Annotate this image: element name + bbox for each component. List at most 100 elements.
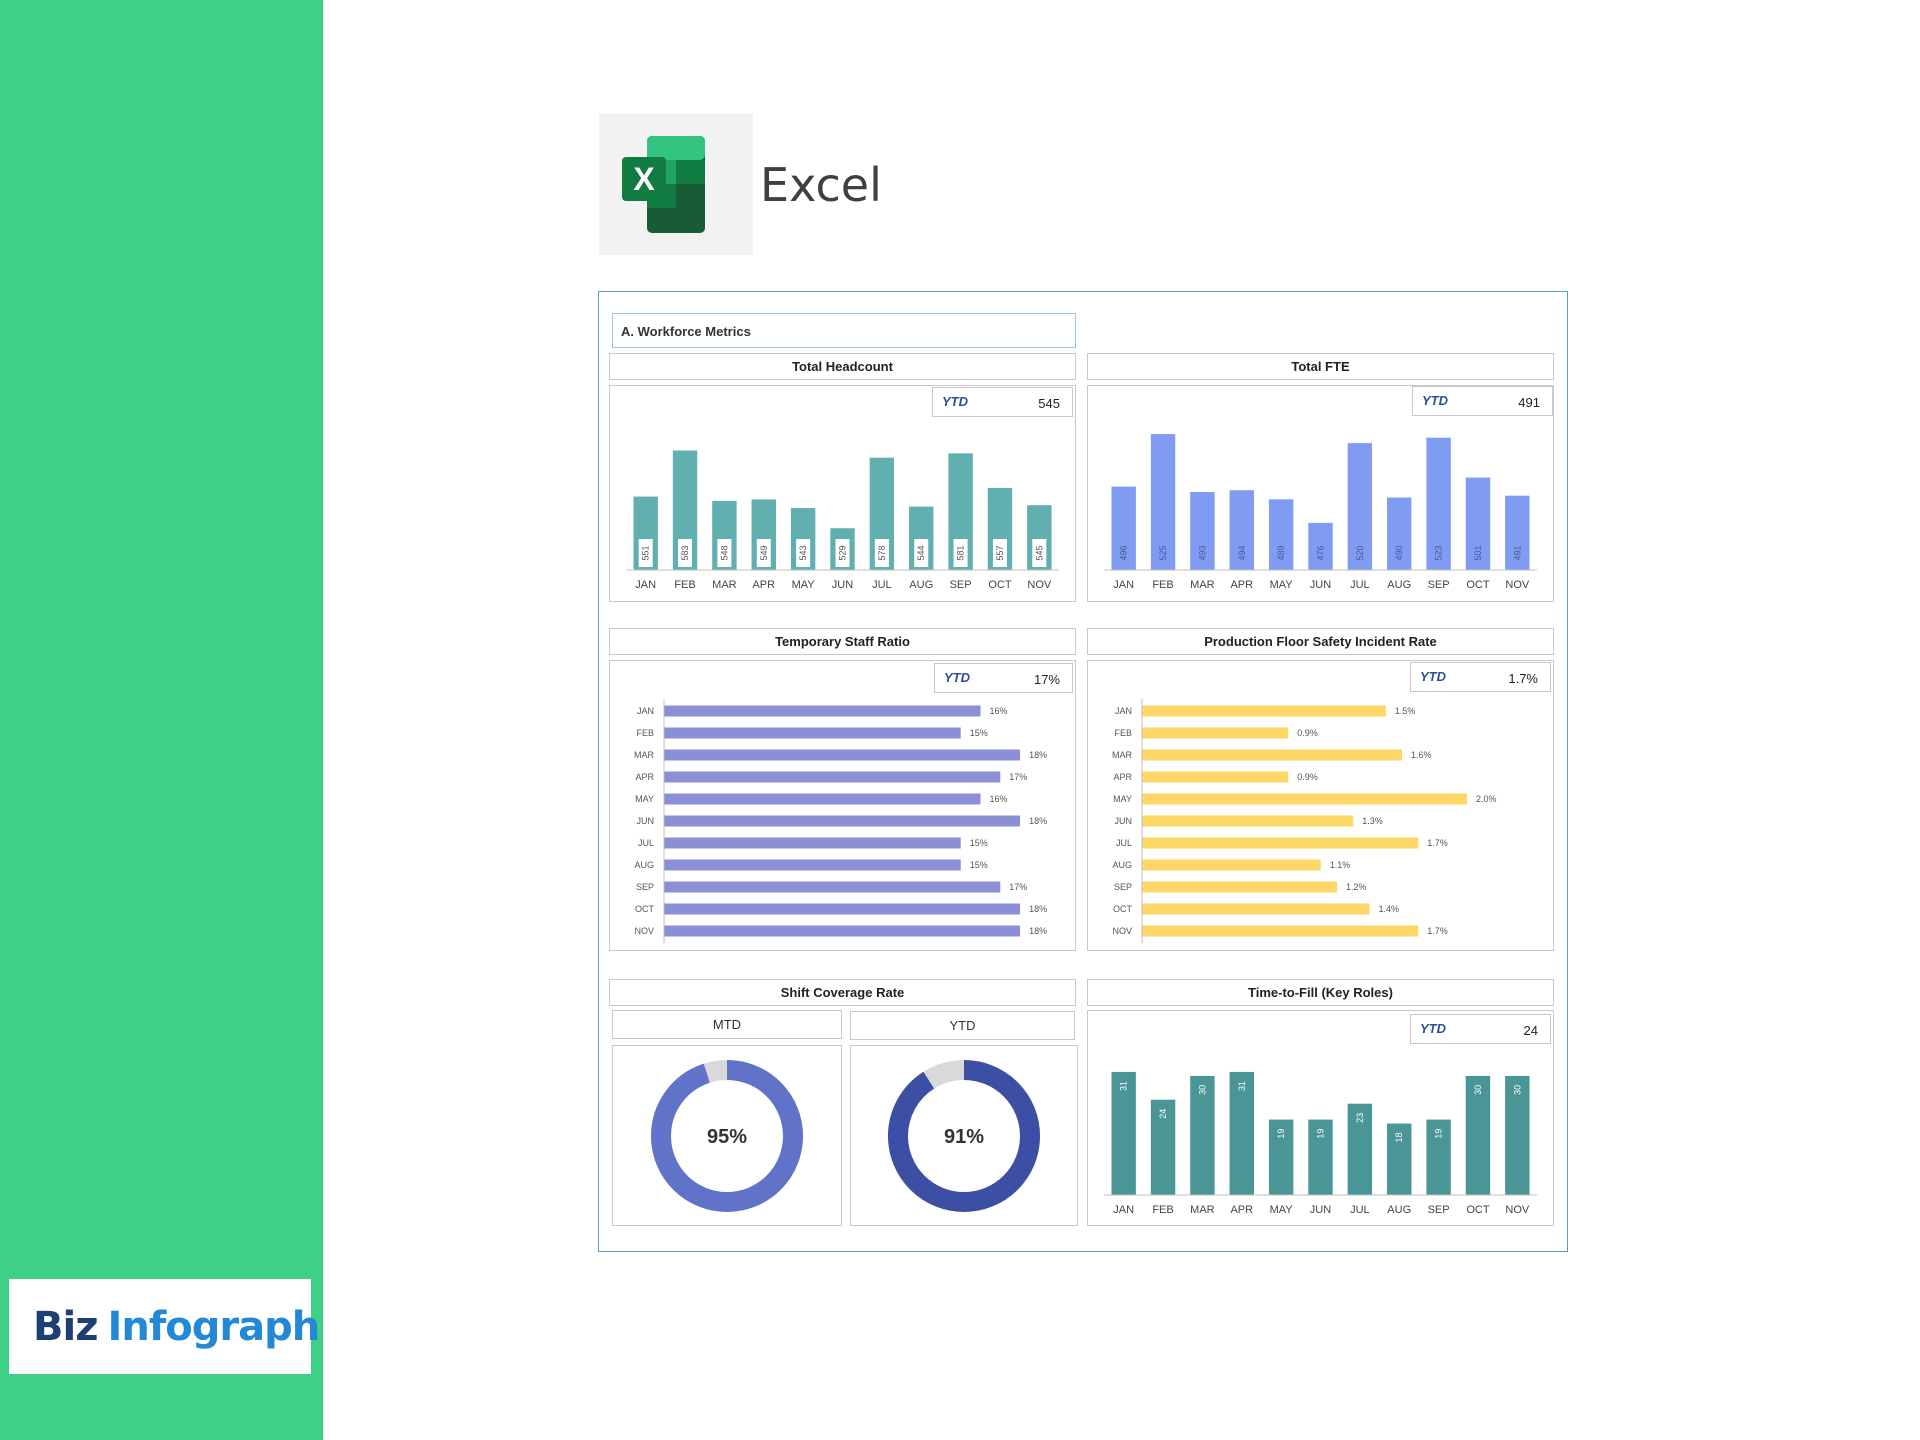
bar-jul [1347,443,1373,570]
safety-chart-box: JAN 1.5% FEB 0.9% MAR 1.6% APR 0.9% MAY 2.0% JUN 1.… [1087,660,1554,951]
y-tick-label: MAY [1113,794,1132,804]
bar-jul [1142,837,1419,849]
brand-logo: Biz Infograph [9,1279,320,1374]
data-label: 551 [641,545,651,560]
x-tick-label: NOV [1027,579,1052,591]
bar-sep [1426,1119,1451,1195]
data-label: 544 [916,545,926,560]
headcount-ytd-value: 545 [1038,396,1060,411]
data-label: 30 [1197,1085,1207,1095]
y-tick-label: JAN [637,706,654,716]
bar-jul [664,837,961,849]
data-label-bg [756,539,771,567]
x-tick-label: APR [752,579,775,591]
data-label-bg [678,539,693,567]
bar-may [664,793,981,805]
x-tick-label: MAY [1270,1204,1294,1216]
y-tick-label: JUL [638,838,654,848]
temp-ratio-ytd-value: 17% [1033,672,1060,687]
bar-apr [1229,1071,1254,1195]
x-tick-label: JAN [1113,579,1134,591]
safety-chart: JAN 1.5% FEB 0.9% MAR 1.6% APR 0.9% MAY 2.0% JUN 1.… [1112,699,1497,943]
bar-apr [664,771,1001,783]
data-label: 30 [1512,1085,1522,1095]
x-tick-label: MAR [1190,1204,1215,1216]
donut-value-arc [888,1060,1040,1212]
excel-icon: X [622,136,705,233]
x-tick-label: OCT [988,579,1012,591]
x-tick-label: NOV [1505,1204,1530,1216]
y-tick-label: MAR [634,750,655,760]
donut-center-label: 91% [944,1126,984,1148]
data-label: 494 [1237,545,1247,560]
data-label: 529 [838,545,848,560]
donut-value-arc [651,1060,803,1212]
bar-nov [664,925,1021,937]
coverage-ytd-donut: 91% [888,1060,1040,1212]
data-label: 31 [1119,1081,1129,1091]
coverage-ytd-box: 91% [850,1045,1078,1226]
x-tick-label: AUG [1387,1204,1411,1216]
data-label: 1.6% [1411,750,1432,760]
safety-ytd-value: 1.7% [1508,671,1538,686]
data-label-bg [953,539,968,567]
data-label: 23 [1355,1113,1365,1123]
data-label: 501 [1473,545,1483,560]
bar-mar [1142,749,1402,761]
x-tick-label: OCT [1466,1204,1490,1216]
x-tick-label: JUN [832,579,853,591]
ttf-chart-box: 31 JAN 24 FEB 30 MAR 31 APR 19 MAY 19 JUN 23 JUL 18 AUG… [1087,1010,1554,1226]
fte-chart: 496 JAN 525 FEB 493 MAR 494 APR 489 MAY 476 JUN 520 J… [1104,434,1537,591]
y-tick-label: SEP [636,882,654,892]
temp-ratio-chart-box: JAN 16% FEB 15% MAR 18% APR 17% MAY 16% JUN 18% JUL 1… [609,660,1076,951]
x-tick-label: MAY [1270,579,1294,591]
donut-center-label: 95% [707,1126,747,1148]
y-tick-label: MAR [1112,750,1133,760]
y-tick-label: FEB [1114,728,1132,738]
y-tick-label: JAN [1115,706,1132,716]
y-tick-label: FEB [636,728,654,738]
headcount-chart: 551 JAN 583 FEB 548 MAR 549 APR 543 MAY 529 JUN 578 J… [626,450,1059,591]
bar-jun [664,815,1021,827]
bar-nov [1142,925,1419,937]
data-label: 31 [1237,1081,1247,1091]
x-tick-label: OCT [1466,579,1490,591]
ytd-label: YTD [1420,1021,1446,1036]
y-tick-label: APR [1113,772,1132,782]
data-label: 583 [680,545,690,560]
data-label-bg [1032,539,1047,567]
bar-jun [1308,522,1333,570]
ytd-label: YTD [1420,669,1446,684]
y-tick-label: AUG [1112,860,1132,870]
bar-mar [664,749,1021,761]
x-tick-label: APR [1230,579,1253,591]
x-tick-label: AUG [1387,579,1411,591]
bar-feb [1150,434,1176,570]
x-tick-label: JUL [1350,579,1370,591]
y-tick-label: MAY [635,794,654,804]
data-label: 581 [956,545,966,560]
brand-name-biz: Biz [33,1303,98,1350]
temp-ratio-chart: JAN 16% FEB 15% MAR 18% APR 17% MAY 16% JUN 18% JUL 1… [634,699,1047,943]
ttf-ytd-value: 24 [1523,1023,1538,1038]
data-label: 18% [1029,750,1047,760]
data-label: 543 [798,545,808,560]
data-label: 1.2% [1346,882,1367,892]
data-label: 18% [1029,904,1047,914]
x-tick-label: JUN [1310,579,1331,591]
x-tick-label: JAN [1113,1204,1134,1216]
data-label: 1.3% [1362,816,1383,826]
data-label: 17% [1009,772,1027,782]
left-sidebar [0,0,323,1440]
bar-jan [1142,705,1386,717]
data-label: 19 [1316,1129,1326,1139]
data-label: 520 [1355,545,1365,560]
x-tick-label: SEP [1428,1204,1450,1216]
brand-name-infograph: Infograph [107,1303,320,1350]
data-label: 491 [1512,545,1522,560]
coverage-ytd-label: YTD [850,1011,1075,1040]
data-label: 2.0% [1476,794,1497,804]
bar-sep [1426,437,1451,570]
fte-title: Total FTE [1087,353,1554,380]
coverage-mtd-label: MTD [612,1010,842,1039]
